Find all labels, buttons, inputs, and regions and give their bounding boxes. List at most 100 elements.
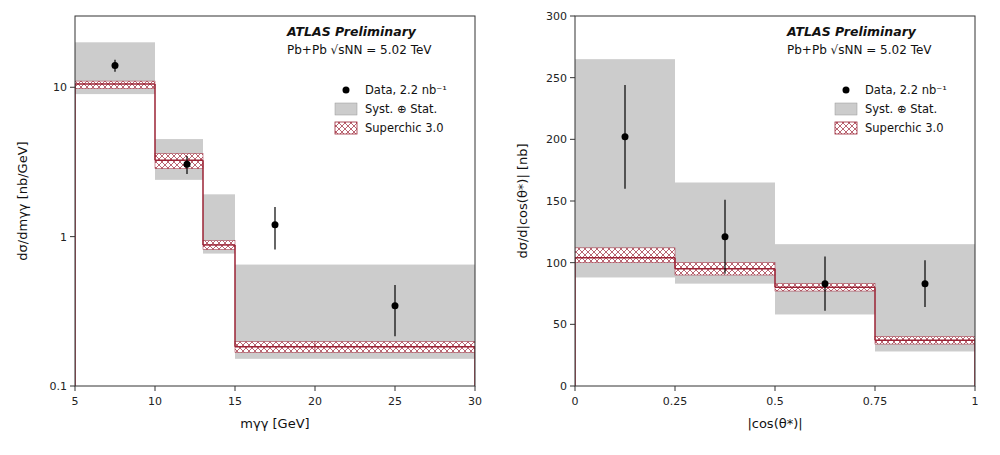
data-point xyxy=(622,133,629,140)
theory-step-riser xyxy=(674,258,676,269)
y-tick-label: 1 xyxy=(60,231,67,244)
y-tick-label: 300 xyxy=(546,10,567,23)
x-tick-label: 1 xyxy=(972,395,979,408)
plot-area xyxy=(575,59,975,386)
theory-step xyxy=(203,244,235,246)
y-tick-label: 0.1 xyxy=(50,380,68,393)
x-tick xyxy=(575,386,576,391)
annotation: Pb+Pb √sNN = 5.02 TeV xyxy=(287,43,432,57)
legend-swatch xyxy=(835,122,857,134)
legend-label: Data, 2.2 nb⁻¹ xyxy=(365,83,447,97)
y-tick-label: 250 xyxy=(546,72,567,85)
x-tick-label: 0 xyxy=(572,395,579,408)
plot-frame xyxy=(75,16,475,386)
theory-band-bg xyxy=(875,337,975,344)
legend-swatch xyxy=(335,103,357,115)
legend-label: Data, 2.2 nb⁻¹ xyxy=(865,83,947,97)
x-tick-label: 10 xyxy=(148,395,162,408)
panel: 510152025300.1110mγγ [GeV]dσ/dmγγ [nb/Ge… xyxy=(15,16,482,431)
legend-marker xyxy=(343,87,350,94)
syst-band xyxy=(203,194,235,253)
theory-band xyxy=(575,248,675,263)
x-tick xyxy=(315,386,316,391)
legend-label: Superchic 3.0 xyxy=(865,121,944,135)
data-point xyxy=(722,233,729,240)
x-tick-label: 25 xyxy=(388,395,402,408)
error-bar xyxy=(394,285,395,336)
annotation: ATLAS Preliminary xyxy=(786,24,917,39)
y-tick-label: 150 xyxy=(546,195,567,208)
theory-band xyxy=(75,81,155,88)
y-tick xyxy=(70,87,75,88)
theory-step-riser xyxy=(154,84,156,160)
theory-band-bg xyxy=(315,342,475,353)
data-point xyxy=(392,302,399,309)
x-tick-label: 20 xyxy=(308,395,322,408)
theory-band-bg xyxy=(575,248,675,263)
theory-band xyxy=(235,342,315,353)
x-tick xyxy=(75,386,76,391)
y-tick-label: 50 xyxy=(553,318,567,331)
chart-canvas: 510152025300.1110mγγ [GeV]dσ/dmγγ [nb/Ge… xyxy=(0,0,1000,455)
theory-step xyxy=(235,346,315,348)
x-tick xyxy=(775,386,776,391)
x-tick-label: 5 xyxy=(72,395,79,408)
data-point xyxy=(922,280,929,287)
y-tick-label: 10 xyxy=(53,81,67,94)
y-tick-label: 100 xyxy=(546,257,567,270)
data-point xyxy=(184,161,191,168)
theory-step xyxy=(875,340,975,342)
data-point xyxy=(272,221,279,228)
y-tick xyxy=(570,139,575,140)
theory-band-bg xyxy=(235,342,315,353)
theory-band xyxy=(203,241,235,250)
legend: Data, 2.2 nb⁻¹ Syst. ⊕ Stat. Superchic 3.0 xyxy=(335,83,447,135)
data-point xyxy=(822,280,829,287)
syst-band xyxy=(235,265,315,359)
annotation: ATLAS Preliminary xyxy=(286,24,417,39)
y-tick xyxy=(570,262,575,263)
syst-band xyxy=(775,244,875,314)
theory-band xyxy=(875,337,975,344)
x-tick xyxy=(675,386,676,391)
y-tick xyxy=(570,16,575,17)
legend-label: Superchic 3.0 xyxy=(365,121,444,135)
legend-label: Syst. ⊕ Stat. xyxy=(865,102,937,116)
y-tick xyxy=(570,201,575,202)
theory-step xyxy=(575,257,675,259)
y-tick-label: 200 xyxy=(546,133,567,146)
syst-band xyxy=(675,183,775,284)
panel: 00.250.50.751050100150200250300|cos(θ*)|… xyxy=(515,10,979,431)
y-tick-label: 0 xyxy=(560,380,567,393)
data-point xyxy=(112,62,119,69)
theory-band-bg xyxy=(155,154,203,169)
legend: Data, 2.2 nb⁻¹ Syst. ⊕ Stat. Superchic 3.0 xyxy=(835,83,947,135)
x-tick xyxy=(235,386,236,391)
x-tick xyxy=(395,386,396,391)
theory-step-riser xyxy=(202,160,204,245)
y-tick xyxy=(70,236,75,237)
syst-band xyxy=(315,265,475,359)
syst-band xyxy=(575,59,675,277)
plot-frame xyxy=(575,16,975,386)
syst-band xyxy=(75,42,155,94)
theory-band xyxy=(155,154,203,169)
legend-label: Syst. ⊕ Stat. xyxy=(365,102,437,116)
y-tick xyxy=(70,386,75,387)
y-tick xyxy=(570,324,575,325)
y-tick xyxy=(570,77,575,78)
theory-band xyxy=(315,342,475,353)
x-axis-label: |cos(θ*)| xyxy=(747,416,802,431)
syst-band xyxy=(155,139,203,180)
theory-band-bg xyxy=(203,241,235,250)
theory-step xyxy=(75,83,155,85)
x-tick-label: 30 xyxy=(468,395,482,408)
theory-step xyxy=(155,159,203,161)
y-tick xyxy=(570,386,575,387)
theory-step-riser xyxy=(234,245,236,347)
x-tick xyxy=(475,386,476,391)
theory-band-bg xyxy=(75,81,155,88)
x-tick-label: 0.25 xyxy=(663,395,688,408)
legend-swatch xyxy=(335,122,357,134)
x-tick xyxy=(975,386,976,391)
